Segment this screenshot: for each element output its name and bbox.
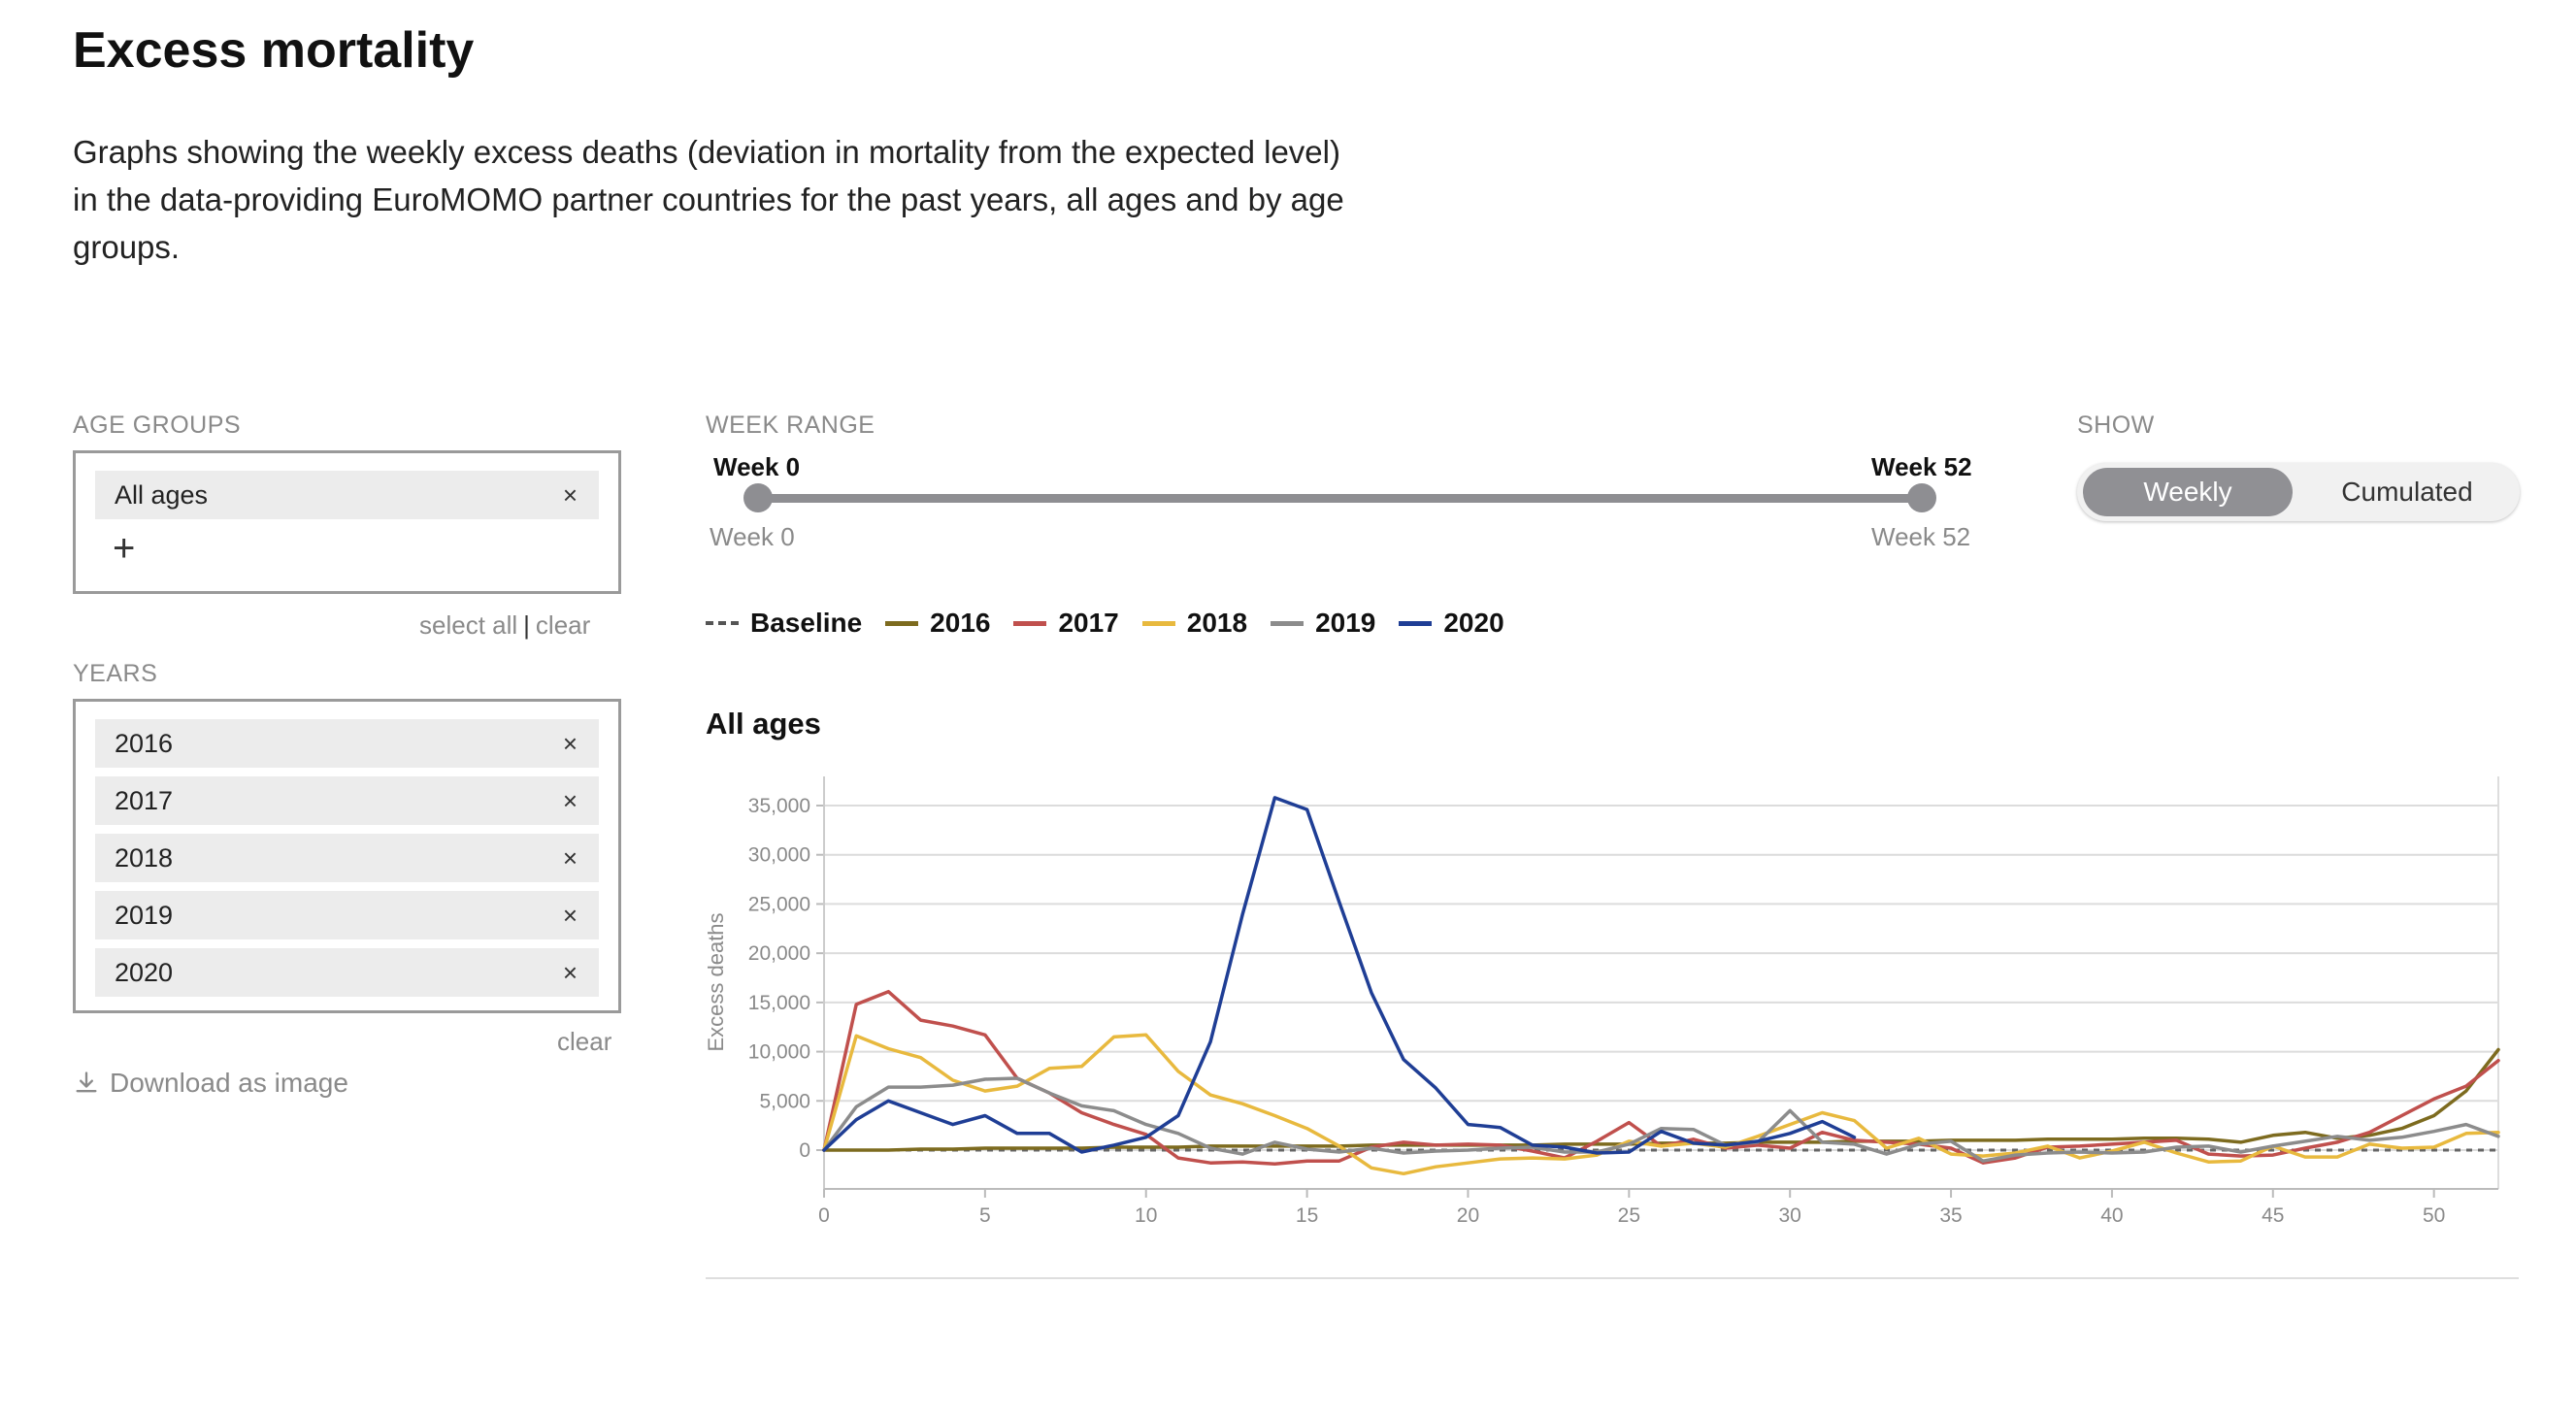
chip-remove-icon[interactable]: × — [562, 479, 578, 510]
chip-year: 2017 × — [95, 776, 599, 825]
legend-swatch — [1013, 620, 1047, 626]
legend-label: 2017 — [1058, 608, 1119, 638]
x-tick-label: 0 — [818, 1204, 830, 1227]
legend-swatch — [1141, 620, 1175, 626]
chip-label: 2018 — [115, 842, 174, 873]
show-toggle: Weekly Cumulated — [2077, 463, 2520, 521]
age-groups-label: AGE GROUPS — [73, 412, 242, 439]
y-tick-label: 5,000 — [759, 1090, 810, 1112]
week-max-label: Week 52 — [1871, 522, 1971, 551]
chip-label: 2017 — [115, 785, 174, 815]
link-separator: | — [523, 610, 530, 640]
legend-label: 2019 — [1315, 608, 1376, 638]
week-range-slider[interactable] — [759, 494, 1922, 503]
legend-swatch — [885, 620, 919, 626]
legend-swatch — [706, 621, 739, 625]
legend-label: Baseline — [750, 608, 863, 638]
years-select[interactable]: 2016 × 2017 × 2018 × 2019 × 2020 × — [73, 699, 621, 1013]
slider-end-handle[interactable] — [1907, 483, 1936, 512]
x-tick-label: 45 — [2262, 1204, 2284, 1227]
legend-item-2018[interactable]: 2018 — [1141, 608, 1248, 639]
legend-label: 2018 — [1186, 608, 1248, 638]
week-range-label: WEEK RANGE — [706, 412, 875, 439]
age-groups-select[interactable]: All ages × + — [73, 450, 621, 594]
legend-label: 2020 — [1443, 608, 1504, 638]
chip-label: 2016 — [115, 728, 174, 758]
y-tick-label: 15,000 — [748, 992, 810, 1014]
chip-year: 2019 × — [95, 891, 599, 939]
legend-item-2020[interactable]: 2020 — [1399, 608, 1504, 639]
chip-year: 2018 × — [95, 834, 599, 882]
series-line-2016 — [822, 1047, 2500, 1152]
chart-legend: Baseline 2016 2017 2018 2019 2020 — [706, 608, 1528, 639]
week-min-label: Week 0 — [710, 522, 795, 551]
y-tick-label: 0 — [799, 1139, 810, 1162]
download-label: Download as image — [110, 1068, 348, 1098]
y-tick-label: 35,000 — [748, 795, 810, 817]
legend-swatch — [1271, 620, 1305, 626]
x-tick-label: 40 — [2100, 1204, 2123, 1227]
chip-year: 2016 × — [95, 719, 599, 768]
legend-item-2017[interactable]: 2017 — [1013, 608, 1119, 639]
clear-years-link[interactable]: clear — [557, 1027, 612, 1056]
week-end-value: Week 52 — [1871, 452, 1972, 481]
chip-remove-icon[interactable]: × — [562, 957, 578, 987]
download-icon — [76, 1071, 97, 1093]
series-line-2018 — [822, 1033, 2500, 1176]
series-line-2020 — [822, 796, 1857, 1155]
x-tick-label: 20 — [1457, 1204, 1479, 1227]
y-tick-label: 30,000 — [748, 844, 810, 867]
years-label: YEARS — [73, 660, 158, 687]
legend-item-2016[interactable]: 2016 — [885, 608, 990, 639]
y-tick-label: 20,000 — [748, 942, 810, 965]
select-all-link[interactable]: select all — [419, 610, 518, 640]
series-line-2019 — [822, 1076, 2500, 1163]
chip-label: 2020 — [115, 957, 174, 987]
page-intro: Graphs showing the weekly excess deaths … — [73, 134, 1344, 265]
page-title: Excess mortality — [73, 22, 475, 79]
chip-remove-icon[interactable]: × — [562, 842, 578, 873]
x-tick-label: 30 — [1779, 1204, 1801, 1227]
x-tick-label: 5 — [979, 1204, 991, 1227]
clear-age-groups-link[interactable]: clear — [535, 610, 591, 640]
chip-remove-icon[interactable]: × — [562, 900, 578, 930]
toggle-weekly[interactable]: Weekly — [2083, 468, 2293, 516]
y-tick-label: 25,000 — [748, 893, 810, 915]
legend-item-baseline[interactable]: Baseline — [706, 608, 862, 639]
x-tick-label: 10 — [1135, 1204, 1157, 1227]
chip-all-ages: All ages × — [95, 471, 599, 519]
toggle-cumulated[interactable]: Cumulated — [2341, 477, 2473, 507]
years-links: clear — [557, 1027, 611, 1057]
legend-item-2019[interactable]: 2019 — [1271, 608, 1375, 639]
x-tick-label: 50 — [2423, 1204, 2445, 1227]
chip-year: 2020 × — [95, 948, 599, 997]
y-axis-label: Excess deaths — [704, 912, 728, 1051]
chip-remove-icon[interactable]: × — [562, 728, 578, 758]
chart-title: All ages — [706, 707, 821, 741]
age-groups-links: select all | clear — [419, 610, 590, 641]
slider-start-handle[interactable] — [743, 483, 773, 512]
chip-label: 2019 — [115, 900, 174, 930]
week-start-value: Week 0 — [713, 452, 801, 481]
y-tick-label: 10,000 — [748, 1041, 810, 1064]
chart-bottom-divider — [706, 1277, 2519, 1279]
x-tick-label: 25 — [1618, 1204, 1640, 1227]
legend-swatch — [1399, 620, 1433, 626]
add-age-group-icon[interactable]: + — [113, 527, 136, 570]
legend-label: 2016 — [930, 608, 991, 638]
series-line-2017 — [822, 989, 2500, 1166]
download-button[interactable]: Download as image — [73, 1068, 348, 1099]
x-tick-label: 15 — [1296, 1204, 1318, 1227]
chip-remove-icon[interactable]: × — [562, 785, 578, 815]
chip-label: All ages — [115, 479, 209, 510]
x-tick-label: 35 — [1939, 1204, 1962, 1227]
show-label: SHOW — [2077, 412, 2155, 439]
